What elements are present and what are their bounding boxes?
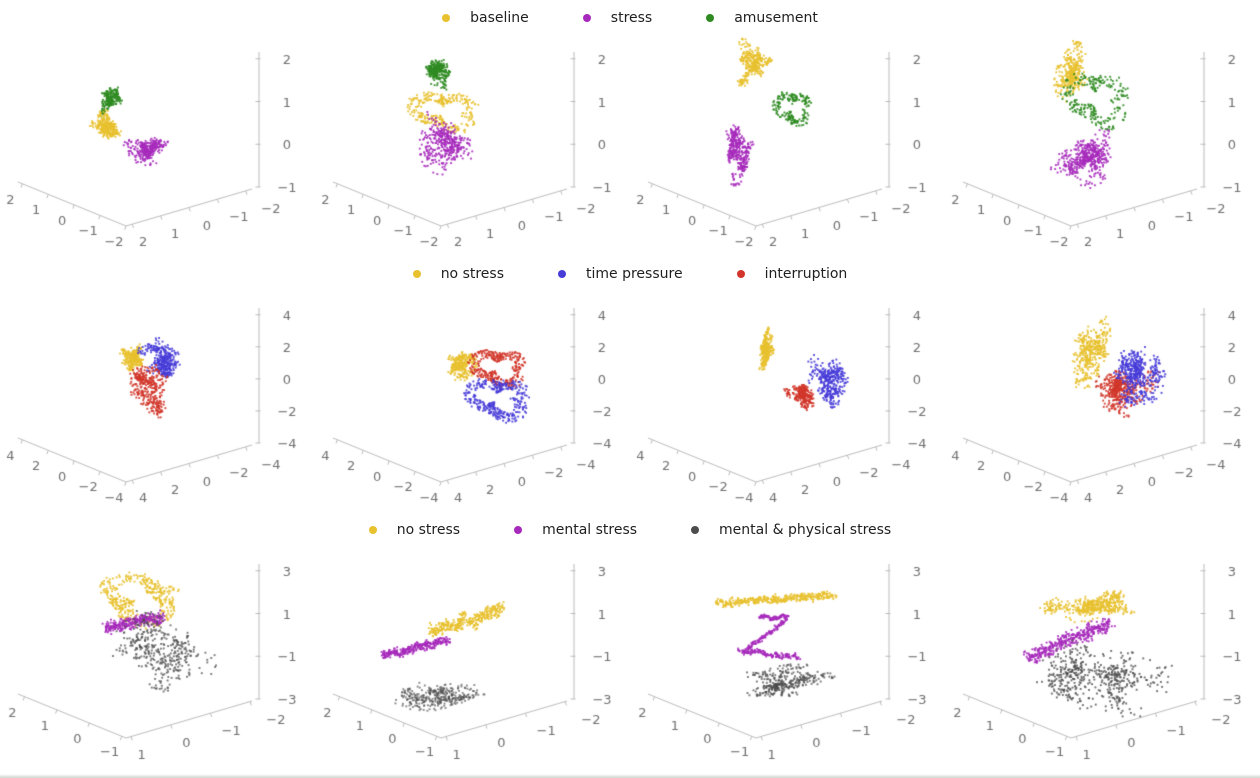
legend-row-3: no stress mental stress mental & physical … — [0, 512, 1260, 548]
legend-swatch-icon — [368, 526, 377, 534]
scatter3d-subplot-r1c4 — [945, 36, 1260, 256]
legend-swatch-icon — [736, 270, 745, 278]
legend-item: baseline — [442, 10, 529, 26]
scatter3d-subplot-r3c4 — [945, 548, 1260, 768]
legend-label: stress — [610, 10, 653, 26]
scatter3d-subplot-r1c2 — [315, 36, 630, 256]
legend-row-1: baseline stress amusement — [0, 0, 1260, 36]
legend-swatch-icon — [412, 270, 421, 278]
legend-label: time pressure — [586, 266, 683, 282]
row-1-section: baseline stress amusement — [0, 0, 1260, 256]
legend-label: no stress — [440, 266, 505, 282]
plots-row-2 — [0, 292, 1260, 512]
legend-swatch-icon — [442, 14, 451, 22]
legend-label: amusement — [734, 10, 818, 26]
scatter3d-subplot-r1c1 — [0, 36, 315, 256]
plots-row-1 — [0, 36, 1260, 256]
legend-swatch-icon — [558, 270, 567, 278]
legend-item: interruption — [736, 266, 848, 282]
scatter3d-subplot-r1c3 — [630, 36, 945, 256]
legend-item: stress — [582, 10, 653, 26]
legend-item: no stress — [412, 266, 505, 282]
legend-swatch-icon — [691, 526, 700, 534]
scatter3d-subplot-r3c1 — [0, 548, 315, 768]
scatter3d-subplot-r2c2 — [315, 292, 630, 512]
legend-label: baseline — [470, 10, 529, 26]
row-2-section: no stress time pressure interruption — [0, 256, 1260, 512]
scatter3d-subplot-r3c2 — [315, 548, 630, 768]
scatter3d-subplot-r2c4 — [945, 292, 1260, 512]
legend-label: no stress — [396, 522, 461, 538]
scatter3d-subplot-r2c3 — [630, 292, 945, 512]
legend-label: mental stress — [542, 522, 638, 538]
legend-item: no stress — [368, 522, 461, 538]
scatter3d-subplot-r2c1 — [0, 292, 315, 512]
legend-label: interruption — [764, 266, 848, 282]
plots-row-3 — [0, 548, 1260, 768]
legend-swatch-icon — [582, 14, 591, 22]
footer-strip — [0, 768, 1260, 778]
legend-item: time pressure — [558, 266, 683, 282]
legend-swatch-icon — [706, 14, 715, 22]
row-3-section: no stress mental stress mental & physical … — [0, 512, 1260, 768]
legend-item: mental stress — [514, 522, 637, 538]
legend-label: mental & physical stress — [719, 522, 892, 538]
scatter3d-subplot-r3c3 — [630, 548, 945, 768]
legend-swatch-icon — [514, 526, 523, 534]
legend-item: amusement — [706, 10, 818, 26]
legend-row-2: no stress time pressure interruption — [0, 256, 1260, 292]
legend-item: mental & physical stress — [691, 522, 891, 538]
